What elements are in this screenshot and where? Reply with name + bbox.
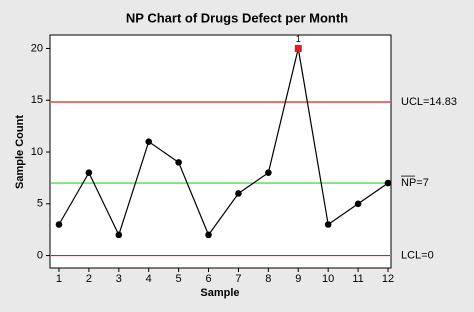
x-tick-label: 9 — [295, 273, 301, 285]
x-tick-label: 1 — [56, 273, 62, 285]
x-tick-label: 8 — [265, 273, 271, 285]
y-tick-label: 15 — [31, 94, 43, 106]
plot-area — [49, 34, 392, 269]
flagged-point — [294, 44, 302, 52]
data-point — [354, 200, 362, 208]
x-tick-label: 12 — [382, 273, 394, 285]
y-tick-label: 0 — [37, 249, 43, 261]
y-tick-label: 5 — [37, 198, 43, 210]
x-tick-label: 7 — [235, 273, 241, 285]
flag-label: 1 — [296, 34, 301, 44]
data-line — [58, 48, 389, 237]
x-tick-label: 10 — [322, 273, 334, 285]
x-tick-label: 3 — [116, 273, 122, 285]
x-tick-label: 2 — [86, 273, 92, 285]
data-point — [265, 169, 272, 177]
x-tick-label: 6 — [205, 273, 211, 285]
data-point — [205, 231, 212, 239]
data-point — [324, 221, 332, 228]
data-point — [115, 231, 123, 239]
y-tick-label: 10 — [31, 146, 43, 158]
y-tick-label: 20 — [31, 42, 43, 54]
x-axis-label: Sample — [200, 287, 239, 299]
data-point — [175, 159, 182, 166]
data-point — [384, 179, 392, 187]
x-tick-label: 11 — [352, 273, 363, 285]
control-line-label: NP=7 — [401, 177, 429, 189]
chart-title: NP Chart of Drugs Defect per Month — [126, 10, 348, 25]
y-axis-label: Sample Count — [14, 115, 26, 189]
data-point — [145, 138, 153, 145]
data-point — [235, 190, 242, 197]
data-point — [55, 221, 63, 228]
x-tick-label: 4 — [146, 273, 152, 285]
x-tick-label: 5 — [176, 273, 182, 285]
control-line-label: UCL=14.83 — [401, 96, 457, 108]
data-point — [85, 169, 93, 177]
control-line-label: LCL=0 — [401, 249, 434, 261]
